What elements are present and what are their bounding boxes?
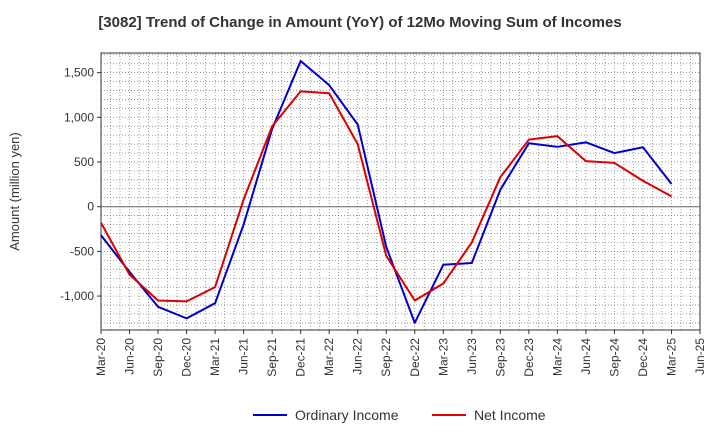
chart-title: [3082] Trend of Change in Amount (YoY) o… [98, 14, 622, 31]
y-tick-label: -1,000 [60, 289, 94, 303]
x-tick-label: Jun-21 [237, 338, 251, 375]
y-tick-label: 0 [87, 200, 94, 214]
x-tick-label: Dec-22 [408, 338, 422, 377]
y-tick-label: 1,000 [64, 110, 94, 124]
y-tick-label: 500 [74, 155, 94, 169]
x-tick-label: Sep-21 [265, 338, 279, 377]
y-axis-title: Amount (million yen) [7, 132, 22, 251]
plot-frame [100, 52, 701, 331]
x-tick-label: Mar-22 [322, 338, 336, 376]
y-tick-label: 1,500 [64, 66, 94, 80]
x-tick-label: Sep-20 [151, 338, 165, 377]
y-tick-label: -500 [70, 244, 94, 258]
x-tick-label: Mar-24 [550, 338, 564, 376]
x-tick-label: Dec-23 [522, 338, 536, 377]
x-tick-label: Mar-21 [208, 338, 222, 376]
axes: -1,000 -500 0 500 1,000 1,500 Mar-20 Jun-20 Sep-… [7, 52, 707, 377]
x-tick-label: Dec-24 [636, 338, 650, 377]
x-tick-label: Jun-22 [351, 338, 365, 375]
x-tick-label: Jun-24 [579, 338, 593, 375]
series-lines [100, 60, 673, 324]
x-tick-label: Dec-21 [294, 338, 308, 377]
x-tick-label: Sep-24 [607, 338, 621, 377]
x-tick-label: Jun-20 [123, 338, 137, 375]
legend-label-net-income: Net Income [474, 407, 546, 423]
x-tick-label: Sep-22 [379, 338, 393, 377]
legend-label-ordinary-income: Ordinary Income [295, 407, 399, 423]
grid-lines [101, 53, 700, 330]
series-line-net-income [100, 90, 672, 303]
x-tick-label: Dec-20 [180, 338, 194, 377]
x-tick-label: Jun-23 [465, 338, 479, 375]
legend: Ordinary Income Net Income [253, 407, 546, 423]
x-tick-label: Sep-23 [493, 338, 507, 377]
x-tick-label: Jun-25 [693, 338, 707, 375]
series-line-ordinary-income [100, 60, 673, 324]
x-tick-label: Mar-20 [94, 338, 108, 376]
x-tick-label: Mar-25 [664, 338, 678, 376]
x-tick-label: Mar-23 [436, 338, 450, 376]
